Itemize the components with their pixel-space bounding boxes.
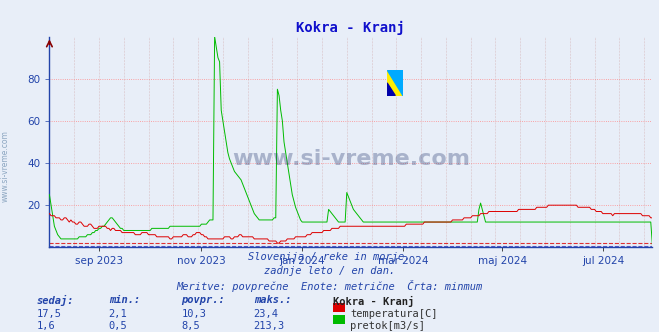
Text: 10,3: 10,3 (181, 309, 206, 319)
Text: 213,3: 213,3 (254, 321, 285, 331)
Text: Slovenija / reke in morje.: Slovenija / reke in morje. (248, 252, 411, 262)
Text: 1,6: 1,6 (36, 321, 55, 331)
Text: 23,4: 23,4 (254, 309, 279, 319)
Text: temperatura[C]: temperatura[C] (350, 309, 438, 319)
Text: pretok[m3/s]: pretok[m3/s] (350, 321, 425, 331)
Text: maks.:: maks.: (254, 295, 291, 305)
Text: povpr.:: povpr.: (181, 295, 225, 305)
Text: min.:: min.: (109, 295, 140, 305)
Text: www.si-vreme.com: www.si-vreme.com (232, 149, 470, 169)
Text: 8,5: 8,5 (181, 321, 200, 331)
Title: Kokra - Kranj: Kokra - Kranj (297, 21, 405, 35)
Text: 0,5: 0,5 (109, 321, 127, 331)
Text: sedaj:: sedaj: (36, 295, 74, 306)
Polygon shape (387, 70, 403, 96)
Polygon shape (387, 70, 403, 96)
Text: 17,5: 17,5 (36, 309, 61, 319)
Text: zadnje leto / en dan.: zadnje leto / en dan. (264, 266, 395, 276)
Text: Meritve: povprečne  Enote: metrične  Črta: minmum: Meritve: povprečne Enote: metrične Črta:… (177, 280, 482, 291)
Text: 2,1: 2,1 (109, 309, 127, 319)
Text: www.si-vreme.com: www.si-vreme.com (1, 130, 10, 202)
Polygon shape (387, 83, 395, 96)
Text: Kokra - Kranj: Kokra - Kranj (333, 295, 414, 306)
